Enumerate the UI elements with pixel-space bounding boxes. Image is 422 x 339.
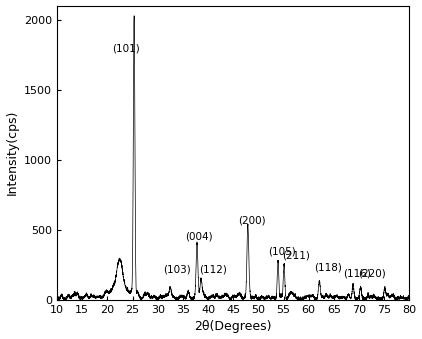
Text: (200): (200) bbox=[238, 215, 266, 225]
Text: (116): (116) bbox=[343, 268, 371, 278]
Text: (004): (004) bbox=[185, 232, 213, 242]
Text: (220): (220) bbox=[358, 268, 386, 278]
Text: (105): (105) bbox=[268, 246, 296, 257]
X-axis label: 2θ(Degrees): 2θ(Degrees) bbox=[195, 320, 272, 334]
Text: (112): (112) bbox=[199, 264, 227, 274]
Text: (118): (118) bbox=[314, 263, 342, 273]
Y-axis label: Intensity(cps): Intensity(cps) bbox=[5, 110, 19, 196]
Text: (103): (103) bbox=[163, 264, 190, 274]
Text: (101): (101) bbox=[112, 43, 140, 53]
Text: (211): (211) bbox=[282, 250, 310, 260]
